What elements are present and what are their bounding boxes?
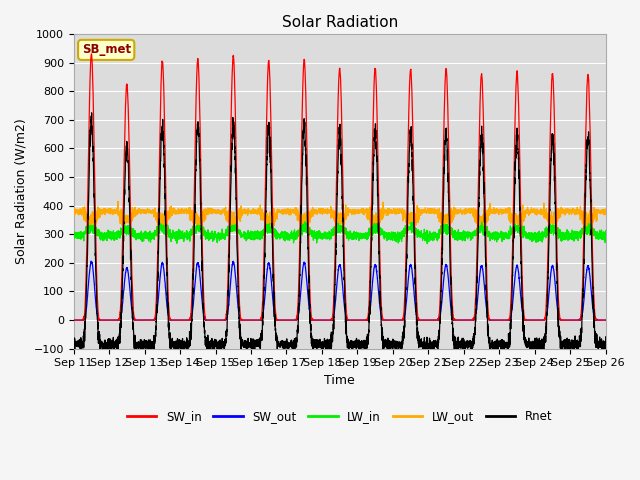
Title: Solar Radiation: Solar Radiation: [282, 15, 398, 30]
X-axis label: Time: Time: [324, 374, 355, 387]
Y-axis label: Solar Radiation (W/m2): Solar Radiation (W/m2): [15, 119, 28, 264]
Legend: SW_in, SW_out, LW_in, LW_out, Rnet: SW_in, SW_out, LW_in, LW_out, Rnet: [122, 405, 557, 427]
Text: SB_met: SB_met: [82, 43, 131, 56]
